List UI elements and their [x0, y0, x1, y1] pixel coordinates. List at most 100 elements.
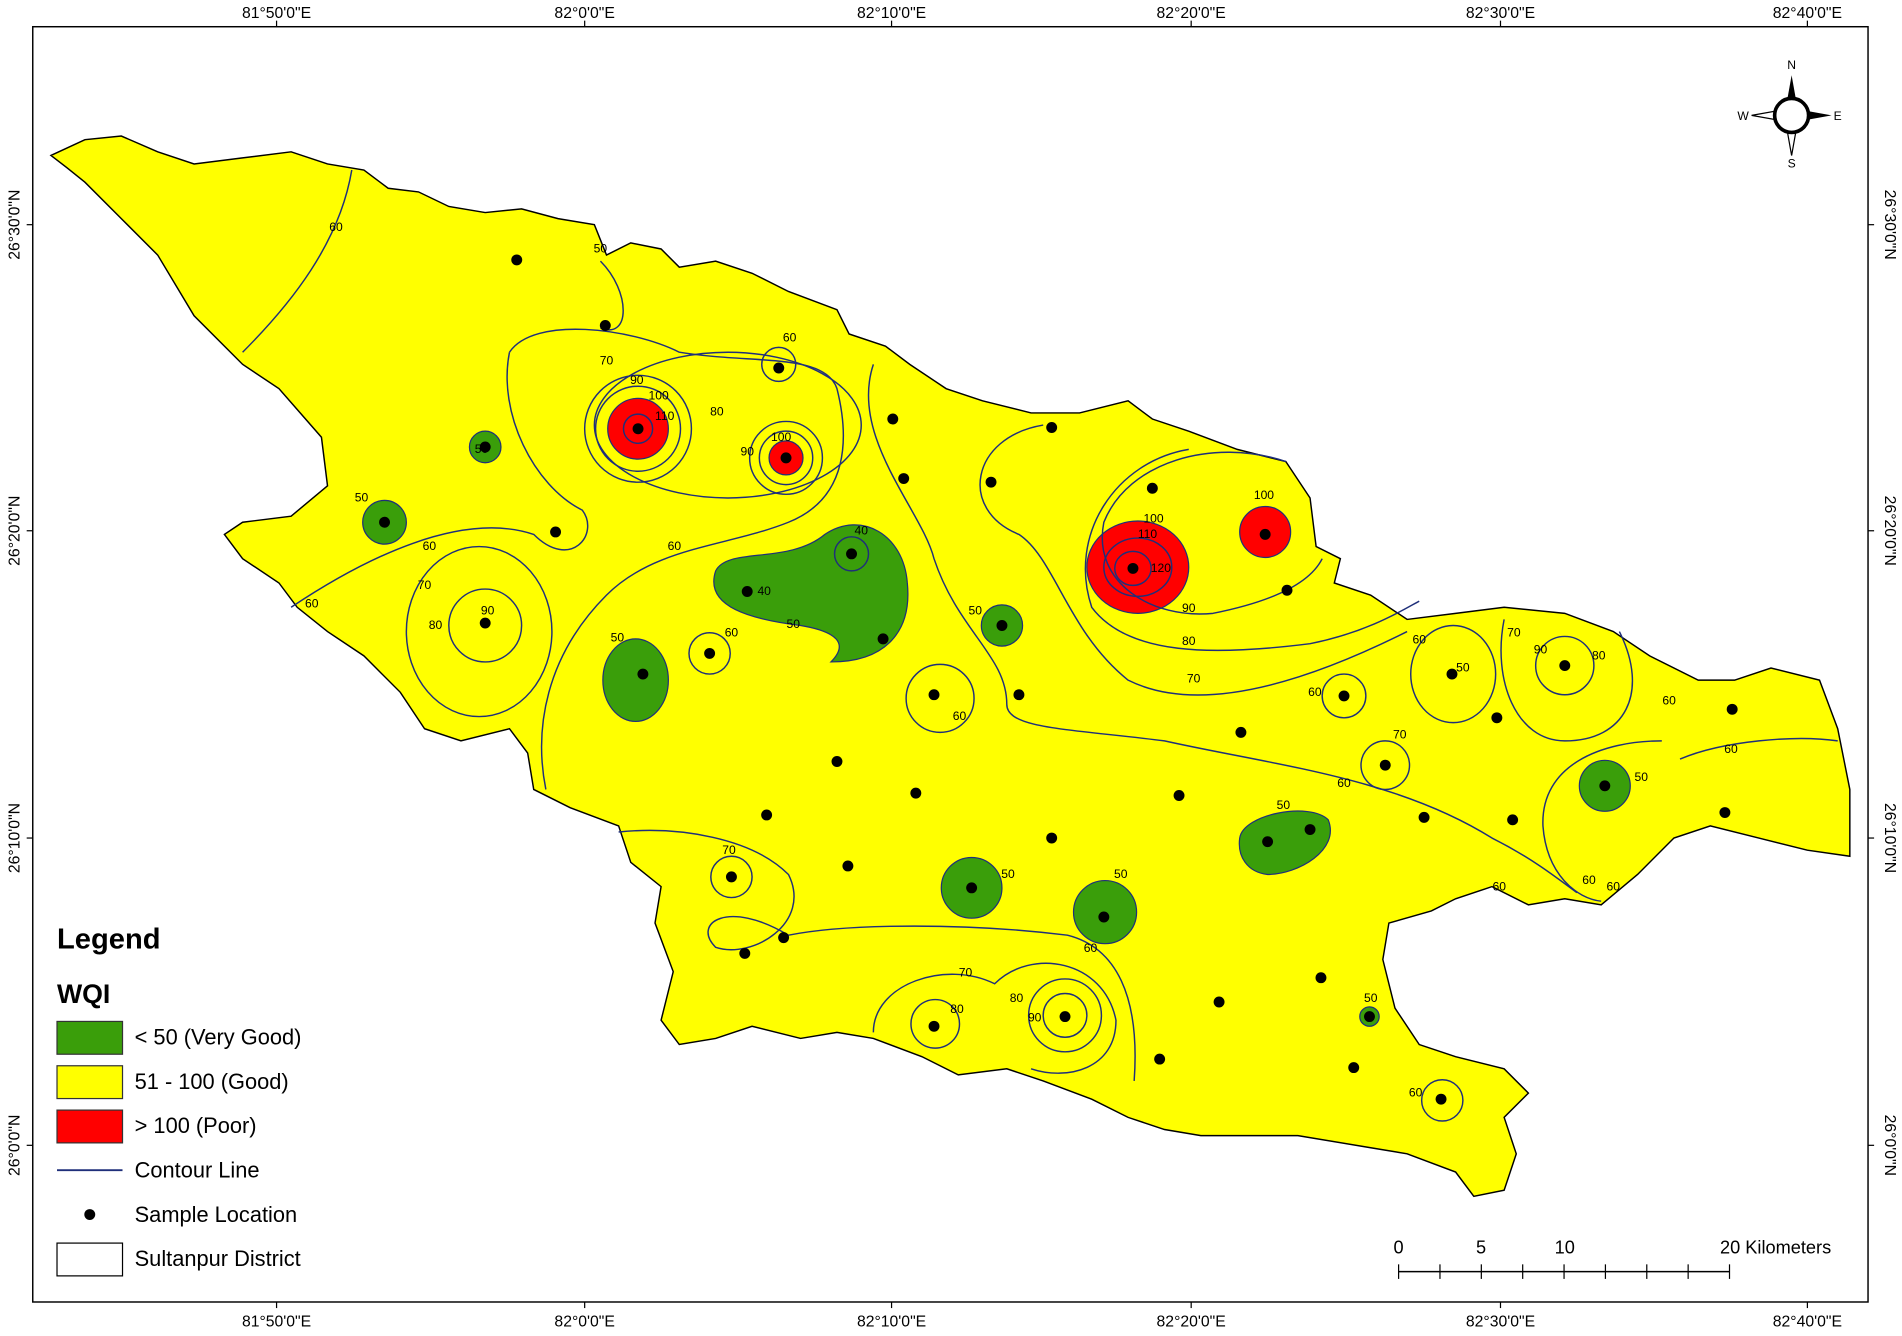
contour-label: 60: [1084, 941, 1098, 955]
sample-location: [739, 947, 751, 959]
longitude-label: 82°20'0"E: [1157, 1313, 1226, 1330]
legend-label: 51 - 100 (Good): [135, 1069, 289, 1094]
sample-location: [773, 362, 785, 374]
contour-label: 70: [600, 353, 614, 367]
legend-subtitle: WQI: [57, 979, 110, 1009]
compass-label: W: [1737, 109, 1749, 123]
longitude-label: 82°0'0"E: [554, 1313, 614, 1330]
contour-label: 60: [1409, 1086, 1423, 1100]
contour-label: 50: [355, 491, 369, 505]
compass-ring: [1772, 96, 1811, 135]
contour-label: 60: [1662, 693, 1676, 707]
good-zone: [713, 524, 909, 663]
contour-line: [242, 169, 353, 353]
scale-label: 5: [1476, 1237, 1486, 1257]
sample-location: [632, 423, 644, 435]
scale-label: 10: [1555, 1237, 1575, 1257]
contour-line: [1410, 624, 1497, 724]
contour-label: 110: [1138, 527, 1158, 541]
contour-label: 80: [950, 1002, 964, 1016]
contour-label: 100: [1254, 488, 1274, 502]
sample-location: [379, 516, 390, 528]
sample-location: [1364, 1011, 1375, 1023]
sample-location: [966, 882, 978, 894]
scale-ticks: [1397, 1264, 1731, 1279]
latitude-label: 26°20'0"N: [6, 496, 23, 566]
contour-label: 50: [1114, 867, 1128, 881]
sample-location: [1338, 690, 1350, 702]
legend-swatch: [56, 1242, 124, 1277]
contour-label: 60: [1582, 873, 1596, 887]
contour-label: 70: [959, 965, 973, 979]
contour-line: [748, 420, 824, 496]
longitude-label: 81°50'0"E: [242, 1313, 311, 1330]
sample-location: [1154, 1053, 1166, 1065]
contour-line: [867, 364, 1578, 894]
sample-location: [928, 1020, 940, 1032]
contour-label: 70: [1187, 672, 1201, 686]
sample-location: [846, 548, 857, 560]
compass-label: N: [1787, 58, 1796, 72]
contour-labels: 60 50 70 90 100 110 80 90 100 60 40 40 50 60 60 60 50 50 7…: [305, 220, 1738, 1100]
longitude-label: 82°30'0"E: [1466, 1313, 1535, 1330]
sample-location: [831, 756, 843, 767]
contour-label: 50: [787, 617, 801, 631]
contour-line: [979, 424, 1408, 696]
district: 60 50 70 90 100 110 80 90 100 60 40 40 50 60 60 60 50 50 7…: [49, 135, 1851, 1198]
legend-items: < 50 (Very Good) 51 - 100 (Good) > 100 (Po…: [56, 1020, 301, 1277]
contour-line: [710, 855, 753, 899]
contour-label: 90: [1028, 1010, 1042, 1024]
contour-label: 60: [1724, 742, 1738, 756]
contour-label: 50: [969, 604, 983, 618]
sample-location: [780, 452, 792, 464]
contour-label: 100: [1143, 511, 1163, 525]
contour-line: [905, 663, 975, 734]
sample-location: [599, 320, 611, 331]
contour-label: 100: [649, 389, 669, 403]
contour-label: 80: [1182, 634, 1196, 648]
sample-location: [1235, 726, 1247, 738]
contour-line: [758, 430, 814, 486]
sample-location: [1146, 482, 1158, 494]
legend-label: Contour Line: [135, 1157, 260, 1182]
contour-line: [761, 346, 797, 383]
contour-line: [833, 536, 870, 572]
sample-location: [1059, 1011, 1071, 1023]
contour-label: 50: [1277, 798, 1291, 812]
good-zone: [602, 638, 669, 723]
contour-label: 40: [757, 584, 771, 598]
sample-location: [1098, 911, 1110, 923]
contour-line: [1360, 740, 1411, 791]
legend-label: Sample Location: [135, 1202, 298, 1227]
sample-location: [741, 586, 753, 597]
contour-label: 70: [1393, 727, 1407, 741]
sample-location: [1348, 1062, 1360, 1074]
contour-label: 90: [630, 373, 644, 387]
contour-line: [583, 374, 693, 483]
latitude-label: 26°30'0"N: [1881, 190, 1898, 260]
sample-location: [996, 620, 1008, 631]
legend-title: Legend: [57, 924, 160, 956]
sample-location: [910, 787, 922, 799]
contour-line: [593, 351, 862, 499]
contour-label: 60: [1493, 879, 1507, 893]
sample-location: [985, 476, 997, 488]
legend-swatch: [56, 1020, 124, 1055]
contour-label: 50: [1634, 770, 1648, 784]
contour-line: [618, 829, 1136, 1081]
contour-label: 60: [953, 709, 967, 723]
compass-label: S: [1788, 157, 1796, 171]
contour-line: [1321, 673, 1367, 719]
legend-swatch: [84, 1209, 96, 1221]
legend-label: > 100 (Poor): [135, 1113, 257, 1138]
contour-label: 60: [1337, 776, 1351, 790]
sample-location: [1315, 972, 1327, 984]
latitude-label: 26°30'0"N: [6, 190, 23, 260]
contour-label: 90: [1534, 642, 1548, 656]
contour-line: [1084, 448, 1420, 652]
compass-label: E: [1834, 109, 1842, 123]
contour-label: 70: [1507, 625, 1521, 639]
latitude-label: 26°10'0"N: [1881, 803, 1898, 873]
longitude-label: 82°0'0"E: [554, 5, 614, 22]
latitude-label: 26°0'0"N: [1881, 1115, 1898, 1176]
